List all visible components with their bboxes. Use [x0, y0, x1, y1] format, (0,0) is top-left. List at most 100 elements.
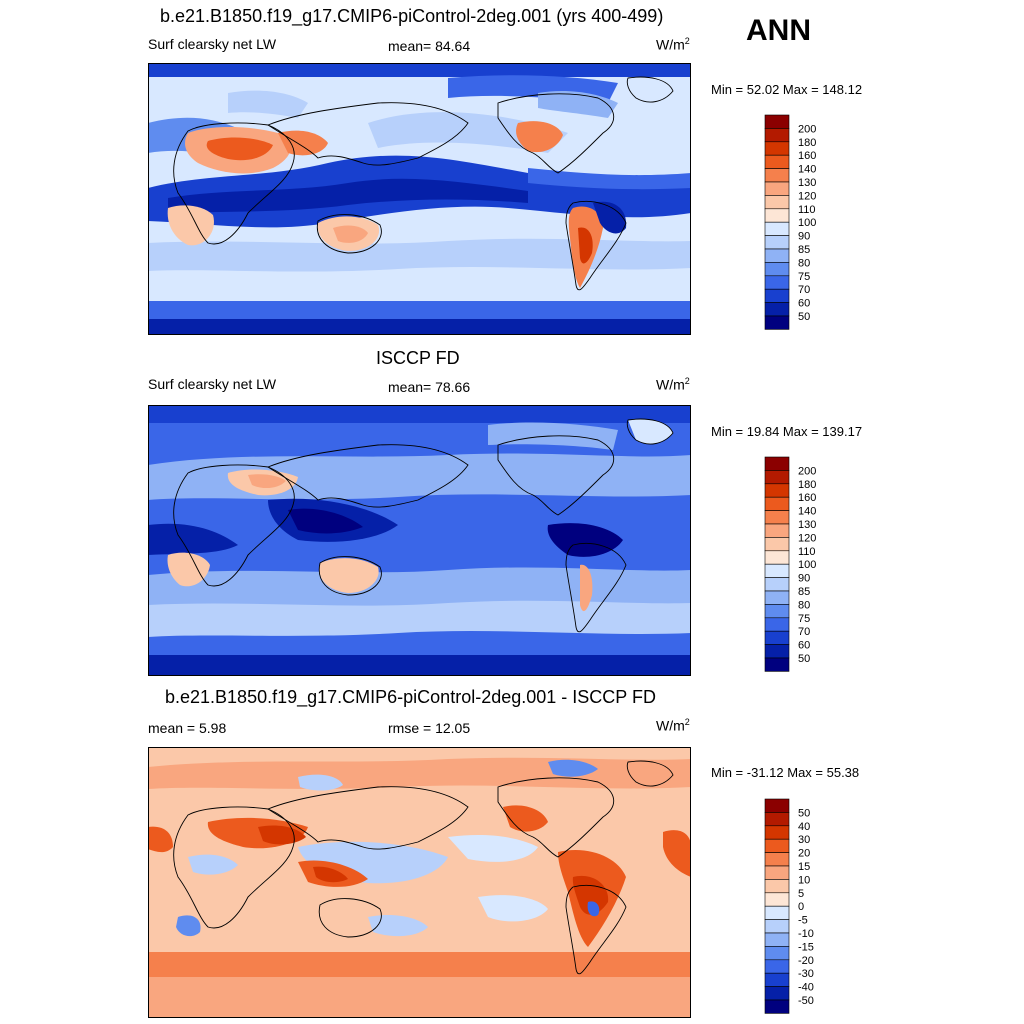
colorbar-box	[764, 208, 790, 223]
panel2-map-frame	[148, 405, 691, 676]
colorbar-level-label: 140	[798, 164, 816, 176]
colorbar-box	[764, 114, 790, 129]
colorbar-level-label: -10	[798, 928, 814, 940]
colorbar-box	[764, 550, 790, 565]
colorbar-box	[764, 128, 790, 143]
colorbar-level-label: -40	[798, 982, 814, 994]
colorbar-box	[764, 168, 790, 183]
colorbar-level-label: 30	[798, 834, 810, 846]
colorbar-level-label: 85	[798, 586, 810, 598]
colorbar-box	[764, 590, 790, 605]
season-label: ANN	[746, 14, 811, 47]
colorbar-level-label: -20	[798, 955, 814, 967]
colorbar-level-label: 60	[798, 298, 810, 310]
colorbar-level-label: 120	[798, 532, 816, 544]
colorbar-box	[764, 825, 790, 840]
colorbar-level-label: 160	[798, 492, 816, 504]
colorbar-box	[764, 932, 790, 947]
colorbar-box	[764, 577, 790, 592]
colorbar-box	[764, 221, 790, 236]
colorbar-level-label: 20	[798, 848, 810, 860]
panel3-mean-label: mean = 5.98	[148, 720, 227, 736]
colorbar-box	[764, 812, 790, 827]
colorbar-level-label: -50	[798, 995, 814, 1007]
colorbar-box	[764, 195, 790, 210]
panel2-variable-label: Surf clearsky net LW	[148, 376, 277, 392]
panel3-units: W/m2	[656, 717, 690, 734]
colorbar-box	[764, 456, 790, 471]
colorbar-box	[764, 262, 790, 277]
colorbar-level-label: 200	[798, 465, 816, 477]
colorbar-level-label: 85	[798, 244, 810, 256]
colorbar-level-label: 110	[798, 204, 816, 216]
colorbar-box	[764, 483, 790, 498]
panel1-map	[148, 63, 691, 335]
colorbar-level-label: 40	[798, 821, 810, 833]
colorbar-level-label: 110	[798, 546, 816, 558]
colorbar-box	[764, 563, 790, 578]
colorbar-level-label: 10	[798, 874, 810, 886]
panel3-minmax: Min = -31.12 Max = 55.38	[711, 765, 860, 780]
colorbar-box	[764, 302, 790, 317]
panel2-mean-label: mean= 78.66	[388, 379, 471, 395]
colorbar-box	[764, 919, 790, 934]
colorbar-level-label: 60	[798, 640, 810, 652]
colorbar-box	[764, 510, 790, 525]
colorbar-level-label: 130	[798, 519, 816, 531]
panel1-units: W/m2	[656, 36, 690, 53]
colorbar-level-label: 70	[798, 626, 810, 638]
colorbar-box	[764, 865, 790, 880]
colorbar-level-label: 160	[798, 150, 816, 162]
panel3-rmse-label: rmse = 12.05	[388, 720, 471, 736]
panel1-mean-label: mean= 84.64	[388, 38, 471, 54]
colorbar-level-label: 120	[798, 190, 816, 202]
colorbar-level-label: 200	[798, 123, 816, 135]
panel2-minmax: Min = 19.84 Max = 139.17	[711, 424, 863, 439]
colorbar-box	[764, 523, 790, 538]
colorbar-level-label: 100	[798, 217, 816, 229]
colorbar-box	[764, 972, 790, 987]
panel3-map-frame	[148, 747, 691, 1018]
colorbar-level-label: 80	[798, 599, 810, 611]
colorbar-box	[764, 154, 790, 169]
colorbar-box	[764, 288, 790, 303]
colorbar-box	[764, 470, 790, 485]
panel1-map-frame	[148, 63, 691, 335]
colorbar-box	[764, 181, 790, 196]
panel2-units: W/m2	[656, 376, 690, 393]
colorbar-box	[764, 617, 790, 632]
colorbar-box	[764, 630, 790, 645]
colorbar-box	[764, 838, 790, 853]
panel2-title: ISCCP FD	[376, 348, 460, 368]
colorbar-box	[764, 604, 790, 619]
colorbar-box	[764, 315, 790, 330]
colorbar-box	[764, 644, 790, 659]
panel1-title: b.e21.B1850.f19_g17.CMIP6-piControl-2deg…	[160, 6, 664, 26]
colorbar-box	[764, 141, 790, 156]
colorbar-level-label: 50	[798, 807, 810, 819]
colorbar-level-label: -30	[798, 968, 814, 980]
panel3-title: b.e21.B1850.f19_g17.CMIP6-piControl-2deg…	[165, 687, 656, 707]
colorbar-box	[764, 905, 790, 920]
colorbar-box	[764, 879, 790, 894]
colorbar-level-label: 50	[798, 653, 810, 665]
colorbar-level-label: 180	[798, 479, 816, 491]
colorbar-level-label: 90	[798, 231, 810, 243]
panel1-variable-label: Surf clearsky net LW	[148, 36, 277, 52]
colorbar-level-label: 5	[798, 888, 804, 900]
colorbar-level-label: 80	[798, 257, 810, 269]
colorbar-level-label: 75	[798, 271, 810, 283]
panel2-map	[148, 405, 691, 676]
colorbar-box	[764, 798, 790, 813]
colorbar-box	[764, 986, 790, 1001]
colorbar-level-label: -15	[798, 941, 814, 953]
colorbar-level-label: 180	[798, 137, 816, 149]
colorbar-box	[764, 248, 790, 263]
colorbar-box	[764, 496, 790, 511]
colorbar-level-label: -5	[798, 915, 808, 927]
colorbar-box	[764, 537, 790, 552]
colorbar-level-label: 0	[798, 901, 804, 913]
